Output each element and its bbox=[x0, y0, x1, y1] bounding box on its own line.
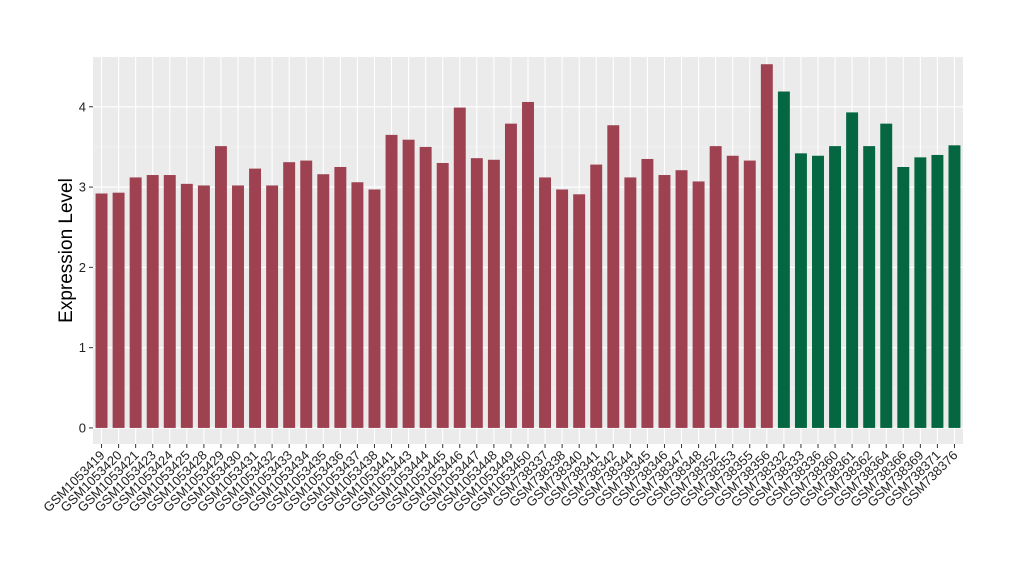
bar bbox=[334, 166, 347, 428]
bar bbox=[948, 145, 961, 428]
y-axis: 0 1 2 3 4 bbox=[79, 99, 93, 435]
bar bbox=[351, 182, 364, 428]
bar bbox=[419, 146, 432, 428]
bar bbox=[760, 64, 773, 428]
bars bbox=[95, 64, 961, 428]
bar bbox=[607, 125, 620, 428]
bar bbox=[897, 166, 910, 428]
bar bbox=[249, 168, 262, 428]
bar bbox=[641, 158, 654, 428]
bar bbox=[863, 146, 876, 428]
x-axis: GSM1053419GSM1053420GSM1053421GSM1053423… bbox=[40, 444, 961, 515]
bar bbox=[692, 181, 705, 428]
y-axis-title: Expression Level bbox=[56, 178, 77, 323]
bar bbox=[266, 185, 279, 428]
bar bbox=[658, 175, 671, 428]
bar bbox=[880, 123, 893, 428]
bar bbox=[487, 159, 500, 428]
bar bbox=[317, 174, 330, 428]
bar bbox=[385, 134, 398, 428]
bar bbox=[129, 177, 142, 428]
bar bbox=[556, 189, 569, 428]
bar bbox=[573, 194, 586, 428]
y-tick-label: 4 bbox=[79, 99, 86, 114]
y-tick-label: 2 bbox=[79, 260, 86, 275]
bar bbox=[812, 155, 824, 428]
bar bbox=[197, 185, 210, 428]
bar bbox=[402, 139, 415, 428]
y-tick-label: 0 bbox=[79, 420, 86, 435]
bar bbox=[829, 146, 842, 428]
bar bbox=[180, 183, 193, 428]
bar bbox=[368, 189, 381, 428]
y-tick-label: 1 bbox=[79, 340, 86, 355]
bar bbox=[453, 107, 466, 428]
bar bbox=[95, 193, 108, 428]
bar bbox=[232, 185, 244, 428]
bar bbox=[112, 192, 125, 428]
bar bbox=[504, 123, 517, 428]
bar bbox=[675, 170, 688, 428]
bar bbox=[470, 158, 483, 428]
bar bbox=[709, 146, 722, 428]
bar bbox=[794, 153, 807, 428]
bar bbox=[522, 101, 534, 428]
bar bbox=[726, 155, 739, 428]
bar bbox=[539, 177, 552, 428]
bar bbox=[214, 146, 227, 428]
bar bbox=[436, 162, 449, 428]
bar bbox=[163, 175, 176, 428]
y-tick-label: 3 bbox=[79, 180, 86, 195]
bar bbox=[283, 162, 296, 428]
bar bbox=[590, 164, 603, 428]
bar bbox=[846, 112, 859, 428]
bar bbox=[624, 177, 637, 428]
bar bbox=[300, 160, 313, 428]
bar bbox=[777, 91, 790, 428]
bar bbox=[914, 157, 927, 428]
bar bbox=[743, 160, 756, 428]
bar bbox=[931, 154, 944, 428]
bar bbox=[146, 175, 159, 428]
